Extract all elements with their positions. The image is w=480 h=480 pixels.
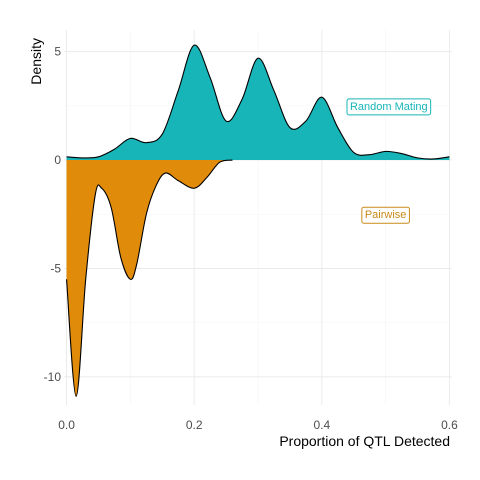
- y-tick-label: 0: [54, 153, 61, 167]
- x-axis-title: Proportion of QTL Detected: [279, 433, 450, 449]
- random-mating-label-box: [346, 98, 432, 116]
- random-mating-density-outline: [66, 44, 450, 160]
- pairwise-label-box: [361, 206, 410, 224]
- y-axis-ticks: 5 0 -5 -10: [44, 45, 62, 384]
- pairwise-density-outline: [66, 159, 233, 397]
- x-axis-ticks: 0.0 0.2 0.4 0.6: [58, 418, 458, 432]
- pairwise-label-text: Pairwise: [365, 209, 407, 221]
- y-tick-label: -10: [44, 370, 62, 384]
- x-tick-label: 0.6: [441, 418, 458, 432]
- density-areas: [66, 44, 450, 397]
- series-labels: Random Mating Pairwise: [346, 98, 432, 224]
- random-mating-label: Random Mating: [346, 98, 432, 116]
- random-mating-density-area: [66, 45, 450, 161]
- pairwise-density-area: [66, 160, 233, 397]
- random-mating-label-text: Random Mating: [350, 101, 428, 113]
- x-tick-label: 0.0: [58, 418, 75, 432]
- x-tick-label: 0.2: [186, 418, 203, 432]
- y-tick-label: -5: [50, 261, 61, 275]
- pairwise-label: Pairwise: [361, 206, 410, 224]
- y-axis-title: Density: [28, 38, 44, 85]
- x-tick-label: 0.4: [313, 418, 330, 432]
- y-tick-label: 5: [54, 45, 61, 59]
